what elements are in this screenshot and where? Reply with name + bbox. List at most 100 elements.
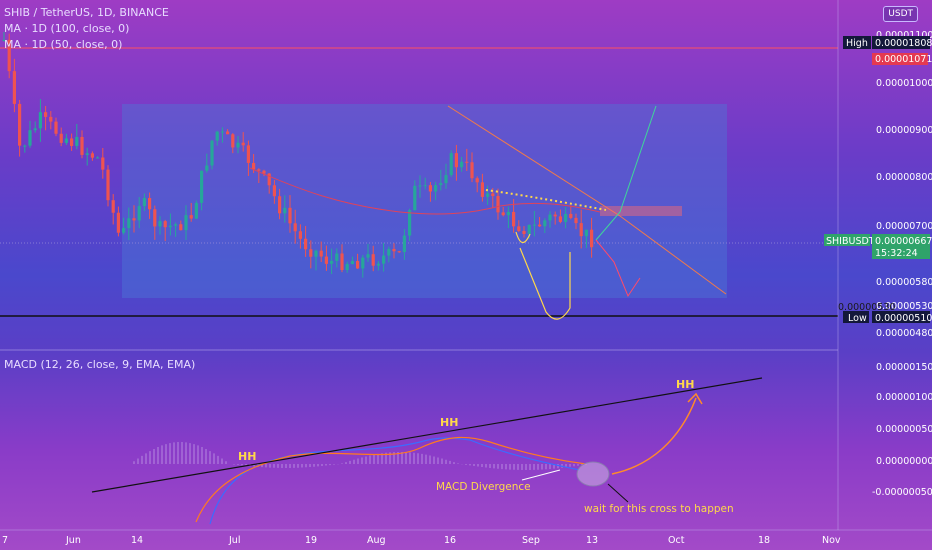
ma50-legend[interactable]: MA · 1D (50, close, 0): [4, 38, 123, 51]
candle-body: [137, 206, 141, 221]
candle-body: [142, 198, 146, 207]
candle-body: [200, 170, 204, 203]
candles: [2, 31, 601, 278]
candle-body: [480, 182, 484, 197]
candle-body: [470, 162, 474, 179]
candle-body: [319, 250, 323, 257]
candle-body: [210, 140, 214, 166]
candle-body: [179, 224, 183, 231]
candle-body: [491, 193, 495, 197]
candle-body: [350, 261, 354, 265]
candle-body: [397, 251, 401, 253]
candle-body: [527, 224, 531, 234]
candle-body: [309, 249, 313, 257]
candle-body: [231, 134, 235, 148]
candle-body: [584, 229, 588, 237]
projected-macd-arrow: [611, 397, 697, 475]
candle-body: [428, 185, 432, 192]
divergence-label: MACD Divergence: [436, 481, 531, 493]
candle-body: [590, 229, 594, 248]
candle-body: [501, 212, 505, 216]
resistance-zone: [600, 206, 682, 216]
arrow-head-icon: [687, 392, 703, 405]
candle-body: [304, 238, 308, 250]
candle-body: [90, 153, 94, 158]
candle-body: [486, 193, 490, 197]
dip-curve: [515, 231, 531, 244]
high-tag: [843, 36, 871, 49]
candle-body: [64, 138, 68, 143]
candle-body: [366, 254, 370, 258]
candle-body: [475, 178, 479, 183]
divergence-trendline: [91, 377, 763, 493]
candle-body: [220, 131, 224, 133]
downtrend-line: [447, 105, 727, 295]
candle-body: [257, 169, 261, 171]
candle-body: [449, 153, 453, 176]
candle-body: [454, 153, 458, 168]
price-tick: 0.00000800: [876, 172, 932, 183]
candle-body: [538, 224, 542, 227]
candle-body: [101, 157, 105, 170]
hh-label-2: HH: [440, 416, 458, 429]
candle-body: [345, 264, 349, 271]
candle-body: [267, 173, 271, 186]
price-tick: 0.00000530: [876, 301, 932, 312]
candle-body: [174, 224, 178, 226]
high-label: High: [846, 38, 868, 49]
time-tick: Jul: [228, 535, 240, 546]
time-axis[interactable]: 7 Jun 14 Jul 19 Aug 16 Sep 13 Oct 18 Nov: [0, 529, 932, 546]
signal-line: [195, 436, 587, 523]
time-tick: Oct: [668, 535, 685, 546]
ma100-legend[interactable]: MA · 1D (100, close, 0): [4, 22, 130, 35]
candle-body: [418, 185, 422, 187]
price-tick: 0.00001000: [876, 78, 932, 89]
candle-body: [532, 224, 536, 226]
wait-pointer: [607, 483, 629, 503]
candle-body: [288, 207, 292, 224]
candle-body: [569, 213, 573, 218]
macd-axis[interactable]: 0.00000150 0.00000100 0.00000050 0.00000…: [872, 362, 932, 498]
macd-tick: 0.00000050: [876, 424, 932, 435]
symbol-tag: [824, 234, 870, 246]
macd-legend[interactable]: MACD (12, 26, close, 9, EMA, EMA): [4, 358, 196, 371]
bull-path-arrow: [595, 105, 657, 241]
candle-body: [444, 175, 448, 184]
low-label: Low: [848, 313, 867, 324]
candle-body: [293, 223, 297, 232]
candle-body: [376, 263, 380, 266]
macd-tick: 0.00000000: [876, 456, 932, 467]
wait-label: wait for this cross to happen: [584, 503, 734, 515]
candle-body: [434, 185, 438, 192]
candle-body: [506, 211, 510, 216]
candle-body: [148, 198, 152, 210]
candle-body: [564, 213, 568, 222]
range-box: [122, 104, 727, 298]
candle-body: [153, 209, 157, 227]
candle-body: [543, 220, 547, 227]
dotted-arc: [485, 189, 607, 211]
candle-body: [2, 39, 6, 41]
candle-body: [85, 153, 89, 155]
high-value: 0.00001808: [875, 38, 932, 49]
candle-body: [387, 248, 391, 256]
candle-body: [382, 255, 386, 264]
candle-body: [517, 226, 521, 231]
candle-body: [324, 256, 328, 264]
price-axis[interactable]: 0.00001100 0.00001000 0.00000900 0.00000…: [824, 0, 932, 530]
currency-button[interactable]: USDT: [883, 6, 918, 22]
candle-body: [465, 161, 469, 163]
symbol-title[interactable]: SHIB / TetherUS, 1D, BINANCE: [4, 6, 169, 19]
candle-body: [106, 169, 110, 201]
current-price: 0.00000667: [875, 236, 932, 247]
candle-body: [127, 218, 131, 229]
price-tick: 0.00000580: [876, 277, 932, 288]
candle-body: [314, 250, 318, 257]
candle-body: [408, 210, 412, 236]
price-tick: 0.00001100: [876, 30, 932, 41]
time-tick: Sep: [522, 535, 540, 546]
time-tick: 13: [586, 535, 598, 546]
price-tick: 0.00000480: [876, 328, 932, 339]
divergence-pointer: [521, 469, 561, 481]
